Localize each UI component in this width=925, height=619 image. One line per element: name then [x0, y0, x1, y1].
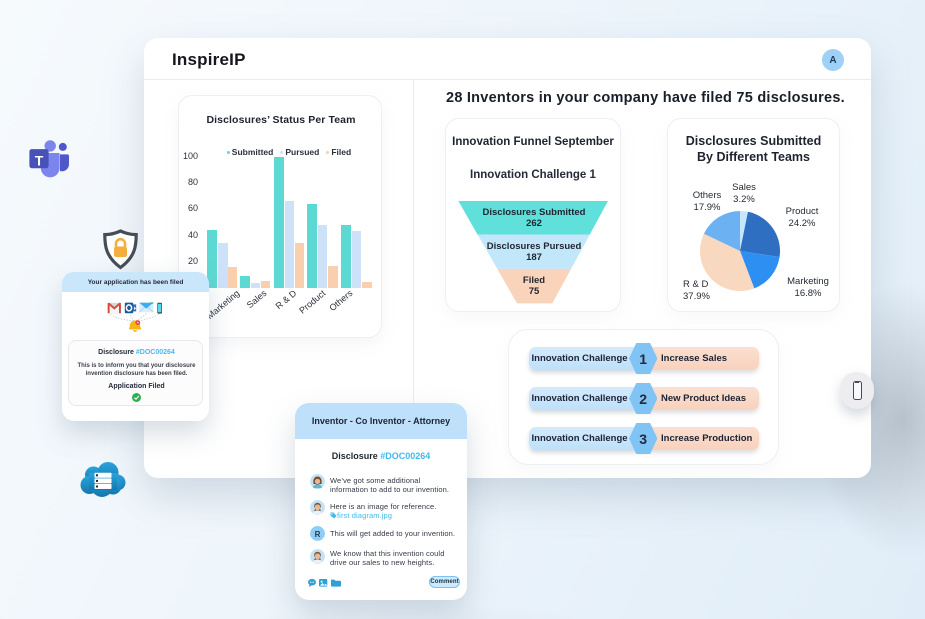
svg-text:R: R: [315, 530, 321, 539]
svg-text:T: T: [35, 152, 44, 168]
